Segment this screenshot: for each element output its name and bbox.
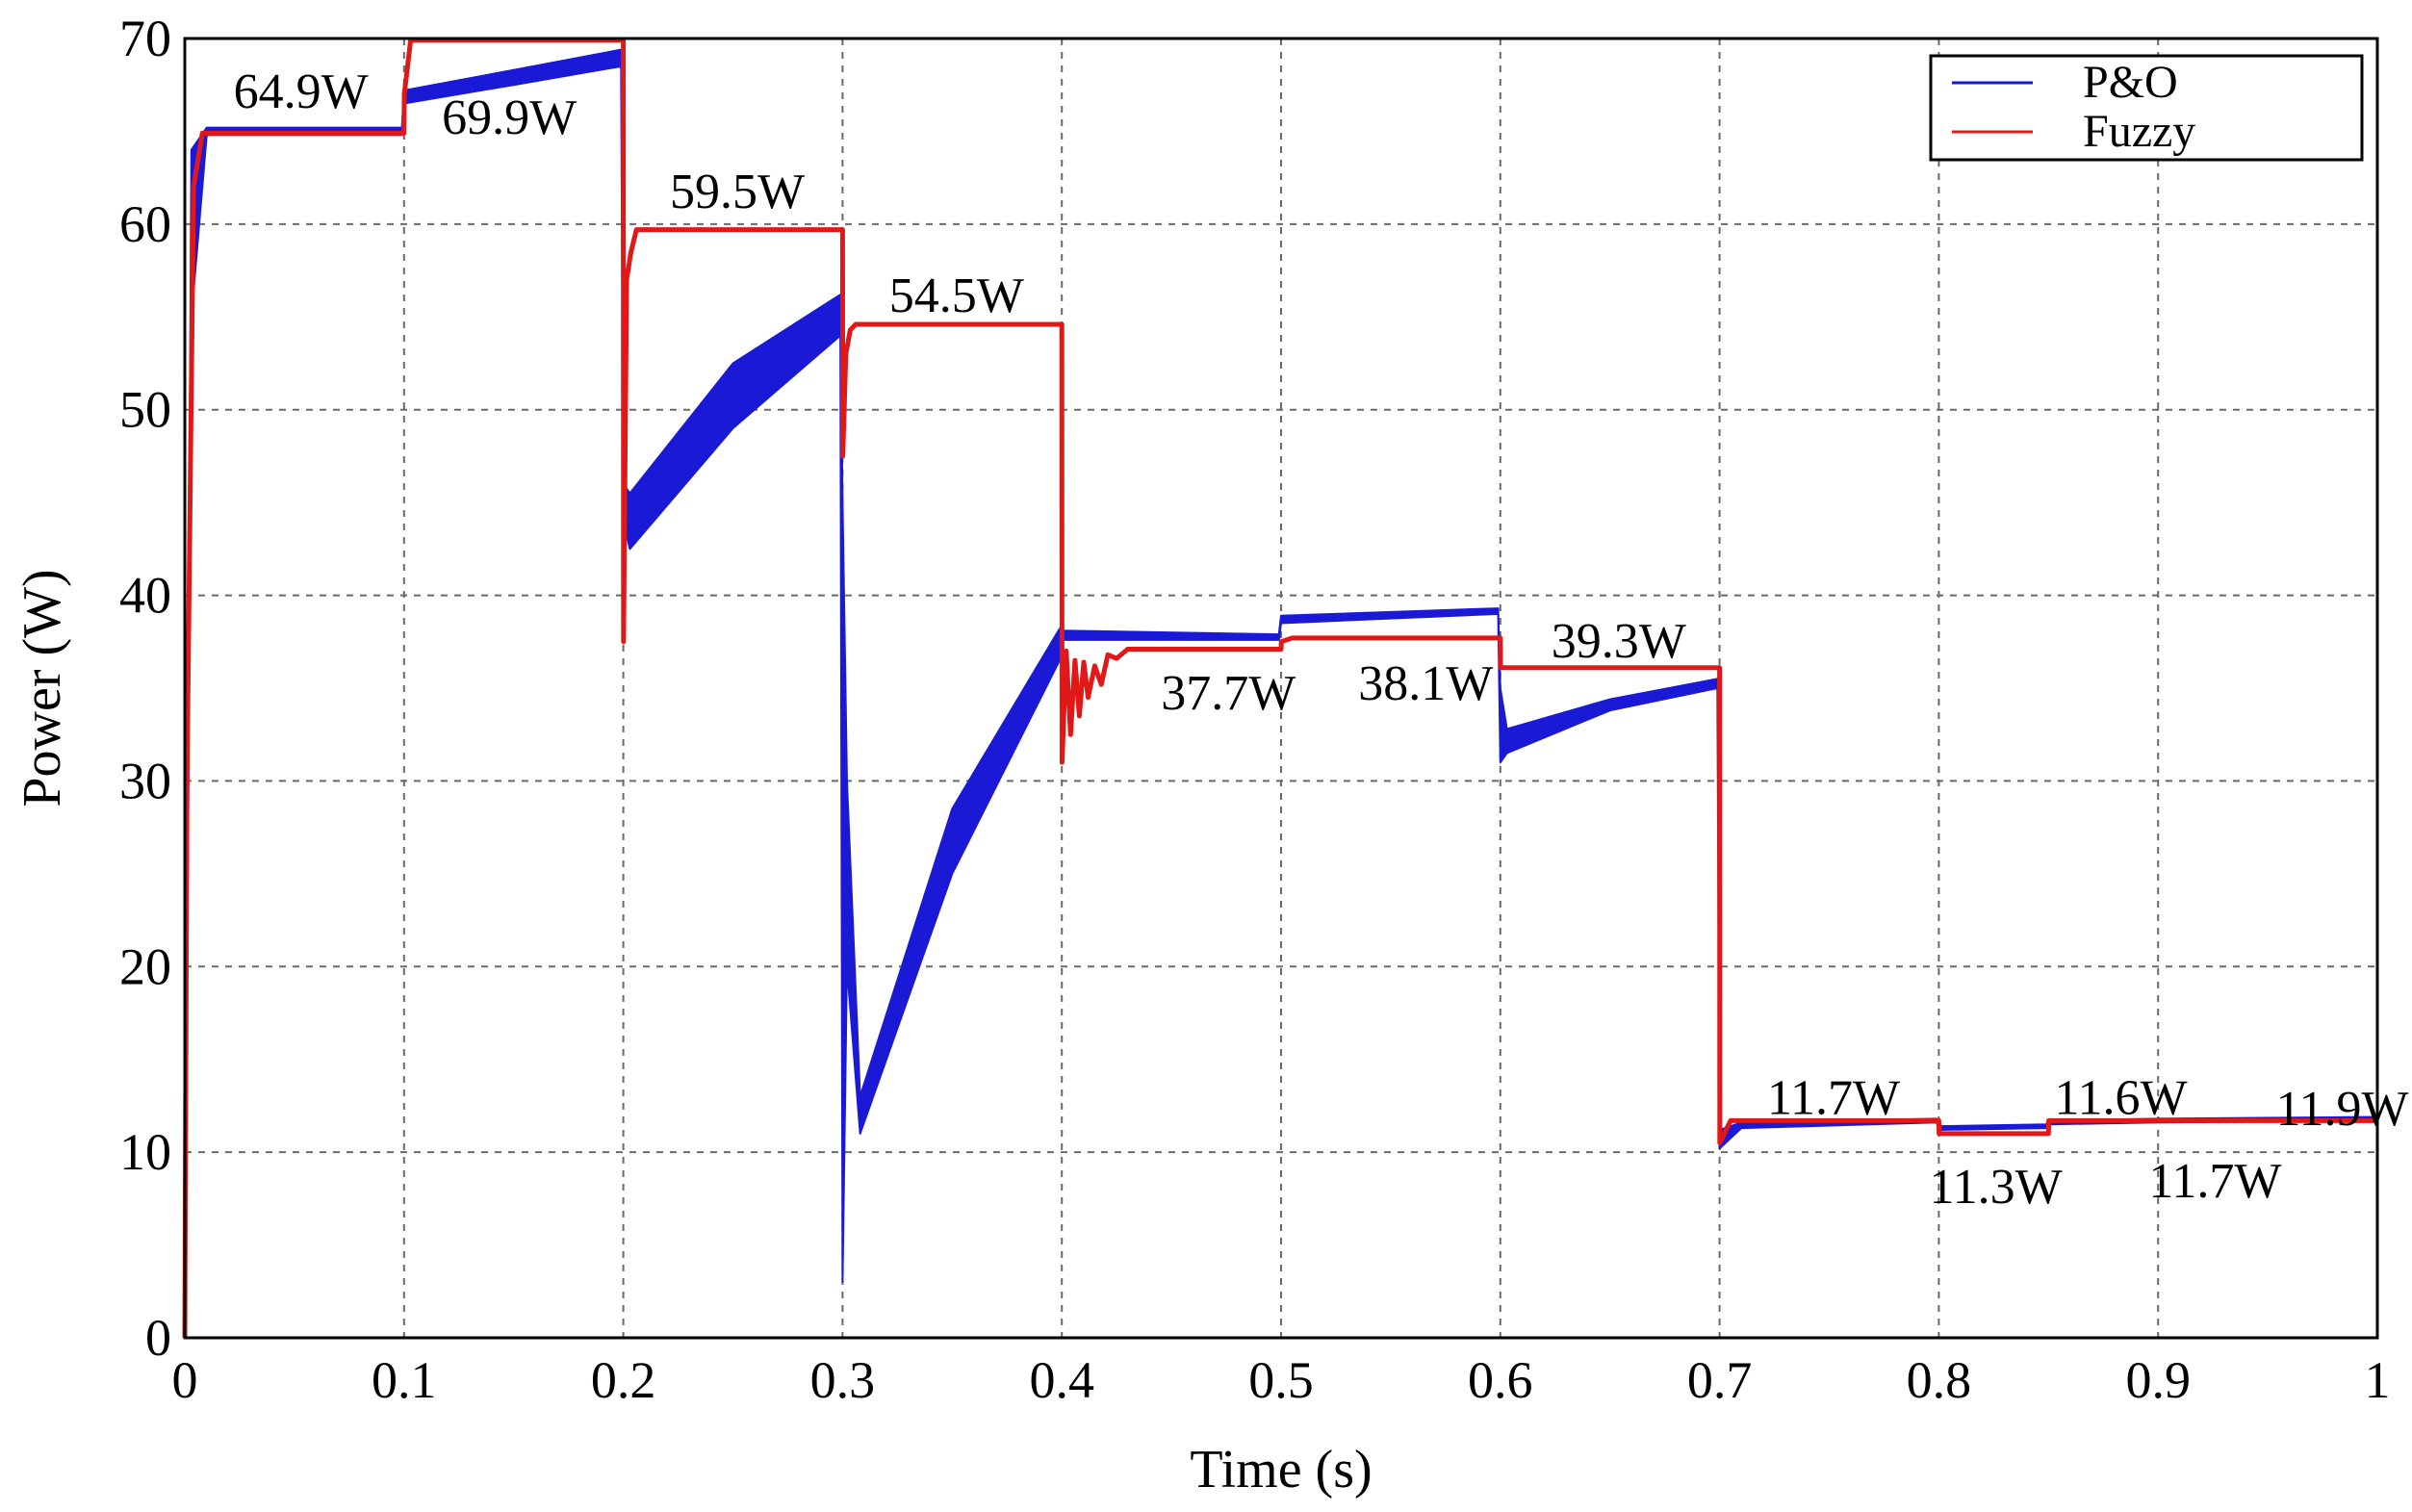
annotation-label: 54.5W xyxy=(889,269,1024,323)
series-fuzzy-line xyxy=(182,38,2377,1339)
x-tick-label: 0.6 xyxy=(1468,1351,1533,1409)
y-axis-title: Power (W) xyxy=(13,569,72,807)
x-tick-label: 0.3 xyxy=(810,1351,876,1409)
y-tick-label: 60 xyxy=(119,195,171,253)
x-axis-ticks: 0 0.1 0.2 0.3 0.4 0.5 0.6 0.7 0.8 0.9 1 xyxy=(172,1351,2391,1409)
y-tick-label: 40 xyxy=(119,567,171,625)
y-tick-label: 50 xyxy=(119,381,171,439)
x-tick-label: 0.2 xyxy=(591,1351,656,1409)
x-tick-label: 0.5 xyxy=(1248,1351,1314,1409)
legend: P&O Fuzzy xyxy=(1929,54,2364,162)
annotation-label: 38.1W xyxy=(1358,656,1493,711)
annotation-label: 11.9W xyxy=(2275,1082,2408,1137)
x-axis-title: Time (s) xyxy=(1190,1440,1372,1499)
annotation-label: 39.3W xyxy=(1552,614,1686,669)
x-tick-label: 0.9 xyxy=(2125,1351,2191,1409)
y-tick-label: 30 xyxy=(119,752,171,809)
y-tick-label: 20 xyxy=(119,937,171,995)
legend-label-po: P&O xyxy=(2083,57,2178,108)
plot-area xyxy=(182,37,2379,1340)
y-tick-label: 70 xyxy=(119,10,171,67)
y-tick-label: 10 xyxy=(119,1123,171,1181)
annotation-label: 37.7W xyxy=(1161,666,1296,721)
annotation-label: 64.9W xyxy=(234,64,369,119)
x-tick-label: 0 xyxy=(172,1351,198,1409)
legend-label-fuzzy: Fuzzy xyxy=(2083,106,2195,157)
annotation-label: 59.5W xyxy=(670,165,805,219)
y-tick-label: 0 xyxy=(145,1309,171,1367)
x-tick-label: 1 xyxy=(2365,1351,2391,1409)
annotation-label: 11.6W xyxy=(2054,1070,2187,1125)
legend-box xyxy=(1929,54,2364,162)
annotation-label: 69.9W xyxy=(442,90,577,145)
annotation-label: 11.7W xyxy=(2148,1154,2281,1209)
x-tick-label: 0.1 xyxy=(372,1351,437,1409)
annotation-label: 11.7W xyxy=(1767,1070,1900,1125)
annotation-label: 11.3W xyxy=(1930,1160,2063,1215)
y-axis-ticks: 0 10 20 30 40 50 60 70 xyxy=(119,10,171,1367)
x-tick-label: 0.8 xyxy=(1907,1351,1972,1409)
x-tick-label: 0.4 xyxy=(1029,1351,1094,1409)
x-tick-label: 0.7 xyxy=(1687,1351,1753,1409)
value-annotations: 64.9W 69.9W 59.5W 54.5W 37.7W 38.1W 39.3W 11.7W… xyxy=(234,64,2409,1215)
plot-frame xyxy=(183,37,2379,1340)
